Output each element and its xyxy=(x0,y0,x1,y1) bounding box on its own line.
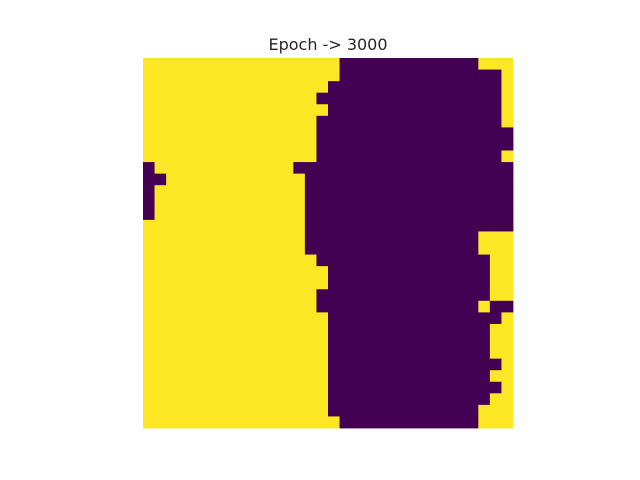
heatmap-cell-r22-c31-32 xyxy=(501,312,514,325)
heatmap-cell-r0-c29-32 xyxy=(478,58,514,70)
heatmap-cell-r3-c15-31 xyxy=(316,92,502,105)
heatmap-cell-r13-c0-1 xyxy=(143,208,155,221)
heatmap-cell-r16-c29-32 xyxy=(478,243,514,255)
heatmap-cell-r25-c30-32 xyxy=(489,347,514,360)
heatmap-cell-r22-c0-16 xyxy=(143,312,329,325)
heatmap-cell-r26-c0-16 xyxy=(143,358,329,371)
heatmap-cell-r21-c0-15 xyxy=(143,300,317,313)
heatmap-cell-r21-c30-32 xyxy=(489,300,514,313)
heatmap-cell-r12-c0-1 xyxy=(143,196,155,209)
heatmap-cell-r24-c0-16 xyxy=(143,335,329,348)
heatmap-cell-r26-c16-31 xyxy=(328,358,502,371)
heatmap-cell-r15-c14-29 xyxy=(304,231,479,244)
heatmap-cell-r2-c16-31 xyxy=(328,81,502,94)
heatmap-cell-r29-c0-16 xyxy=(143,393,329,406)
heatmap-cell-r4-c31-32 xyxy=(501,104,514,117)
heatmap-cell-r13-c1-14 xyxy=(154,208,306,221)
heatmap-cell-r7-c15-32 xyxy=(316,138,514,151)
heatmap-cell-r27-c0-16 xyxy=(143,370,329,383)
heatmap-cell-r8-c15-31 xyxy=(316,150,502,163)
heatmap-cell-r17-c30-32 xyxy=(489,254,514,267)
heatmap-cell-r21-c15-29 xyxy=(316,300,479,313)
heatmap-cell-r10-c1-2 xyxy=(154,173,167,186)
heatmap-cell-r9-c0-1 xyxy=(143,162,155,175)
heatmap-cell-r24-c16-30 xyxy=(328,335,491,348)
heatmap-cell-r12-c14-32 xyxy=(304,196,514,209)
heatmap-cell-r8-c0-15 xyxy=(143,150,317,163)
heatmap-cell-r18-c30-32 xyxy=(489,266,514,279)
heatmap-cell-r7-c0-15 xyxy=(143,138,317,151)
heatmap-cell-r0-c17-29 xyxy=(339,58,479,70)
heatmap-cell-r2-c0-16 xyxy=(143,81,329,94)
heatmap-cell-r19-c30-32 xyxy=(489,277,514,290)
heatmap-cell-r10-c0-1 xyxy=(143,173,155,186)
heatmap-cell-r21-c29-30 xyxy=(478,300,491,313)
heatmap-cell-r9-c13-32 xyxy=(293,162,514,175)
heatmap-cell-r16-c0-14 xyxy=(143,243,306,255)
heatmap-cell-r28-c16-31 xyxy=(328,381,502,394)
heatmap-cell-r12-c1-14 xyxy=(154,196,306,209)
heatmap-cell-r27-c16-30 xyxy=(328,370,491,383)
heatmap-cell-r23-c30-32 xyxy=(489,323,514,336)
heatmap-cell-r11-c0-1 xyxy=(143,185,155,198)
heatmap-cell-r28-c0-16 xyxy=(143,381,329,394)
heatmap-cell-r11-c1-14 xyxy=(154,185,306,198)
heatmap-cell-r10-c14-32 xyxy=(304,173,514,186)
heatmap-cell-r5-c0-15 xyxy=(143,115,317,128)
heatmap-cells xyxy=(143,58,514,429)
heatmap-cell-r25-c16-30 xyxy=(328,347,491,360)
heatmap-cell-r18-c16-30 xyxy=(328,266,491,279)
heatmap-cell-r1-c0-17 xyxy=(143,69,340,82)
heatmap-cell-r24-c30-32 xyxy=(489,335,514,348)
heatmap-cell-r20-c0-15 xyxy=(143,289,317,302)
heatmap-cell-r22-c16-31 xyxy=(328,312,502,325)
heatmap-cell-r31-c0-17 xyxy=(143,416,340,429)
heatmap-cell-r1-c31-32 xyxy=(501,69,514,82)
heatmap-cell-r15-c29-32 xyxy=(478,231,514,244)
chart-title: Epoch -> 3000 xyxy=(268,35,387,54)
heatmap-cell-r19-c0-16 xyxy=(143,277,329,290)
heatmap-cell-r18-c0-16 xyxy=(143,266,329,279)
heatmap-cell-r30-c0-16 xyxy=(143,404,329,417)
heatmap-cell-r14-c0-14 xyxy=(143,219,306,232)
heatmap-cell-r4-c0-16 xyxy=(143,104,329,117)
heatmap-cell-r29-c30-32 xyxy=(489,393,514,406)
heatmap-cell-r10-c2-14 xyxy=(166,173,306,186)
heatmap-cell-r9-c1-13 xyxy=(154,162,294,175)
heatmap-cell-r20-c15-30 xyxy=(316,289,491,302)
heatmap-cell-r0-c0-17 xyxy=(143,58,340,70)
heatmap-cell-r23-c16-30 xyxy=(328,323,491,336)
heatmap-cell-r31-c29-32 xyxy=(478,416,514,429)
heatmap-cell-r3-c0-15 xyxy=(143,92,317,105)
heatmap-cell-r14-c14-32 xyxy=(304,219,514,232)
heatmap-cell-r20-c30-32 xyxy=(489,289,514,302)
heatmap-cell-r2-c31-32 xyxy=(501,81,514,94)
heatmap-cell-r27-c30-32 xyxy=(489,370,514,383)
heatmap-cell-r4-c16-31 xyxy=(328,104,502,117)
heatmap-cell-r11-c14-32 xyxy=(304,185,514,198)
heatmap-cell-r6-c0-15 xyxy=(143,127,317,140)
heatmap-cell-r19-c16-30 xyxy=(328,277,491,290)
heatmap-cell-r1-c17-31 xyxy=(339,69,502,82)
heatmap-cell-r25-c0-16 xyxy=(143,347,329,360)
heatmap-cell-r16-c14-29 xyxy=(304,243,479,255)
heatmap-cell-r29-c16-30 xyxy=(328,393,491,406)
heatmap-cell-r17-c15-30 xyxy=(316,254,491,267)
heatmap-cell-r13-c14-32 xyxy=(304,208,514,221)
heatmap-cell-r5-c15-31 xyxy=(316,115,502,128)
heatmap-cell-r8-c31-32 xyxy=(501,150,514,163)
heatmap-cell-r5-c31-32 xyxy=(501,115,514,128)
heatmap-cell-r31-c17-29 xyxy=(339,416,479,429)
heatmap-cell-r30-c29-32 xyxy=(478,404,514,417)
heatmap-cell-r23-c0-16 xyxy=(143,323,329,336)
heatmap-cell-r17-c0-15 xyxy=(143,254,317,267)
heatmap-cell-r15-c0-14 xyxy=(143,231,306,244)
heatmap-cell-r3-c31-32 xyxy=(501,92,514,105)
heatmap-cell-r30-c16-29 xyxy=(328,404,479,417)
heatmap-cell-r6-c15-32 xyxy=(316,127,514,140)
heatmap-cell-r28-c31-32 xyxy=(501,381,514,394)
heatmap-cell-r26-c31-32 xyxy=(501,358,514,371)
